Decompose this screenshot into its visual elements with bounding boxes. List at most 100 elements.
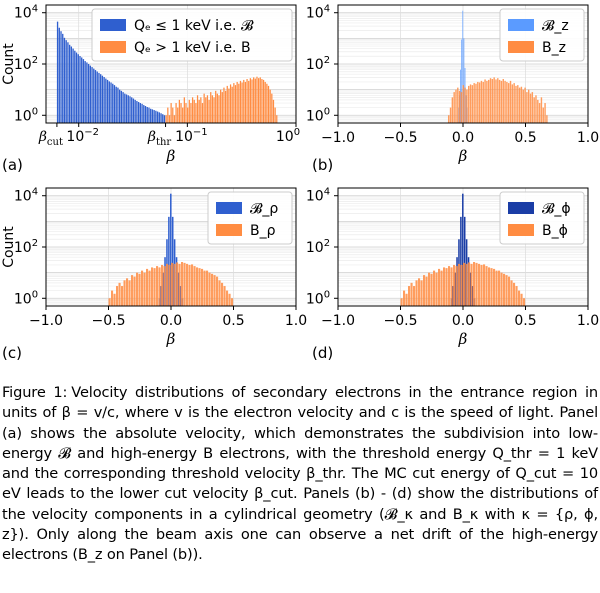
xtick-label: 0.0: [452, 130, 474, 146]
bar: [410, 282, 413, 306]
bar: [124, 93, 126, 123]
ytick-label-exp: 4: [32, 4, 38, 15]
bar: [143, 105, 145, 123]
bar: [400, 298, 403, 306]
legend-entry-label: B_ϕ: [542, 223, 568, 239]
bar: [175, 103, 177, 123]
bar: [100, 74, 102, 123]
bar: [484, 79, 486, 123]
bar: [171, 216, 174, 306]
caption-label: Figure 1:: [2, 384, 68, 401]
bar: [139, 103, 142, 123]
xtick-label: 10−2: [66, 127, 99, 145]
bar: [178, 263, 181, 306]
bar: [108, 298, 111, 306]
bar: [91, 67, 93, 123]
bar: [228, 88, 230, 123]
bar: [203, 270, 206, 306]
bar: [122, 92, 124, 123]
bar: [195, 103, 197, 123]
bar: [518, 87, 521, 123]
bar: [266, 83, 268, 123]
bar: [126, 278, 129, 306]
bar: [108, 81, 110, 123]
y-axis-label: Count: [1, 43, 17, 85]
bar: [216, 276, 219, 306]
bar: [515, 286, 518, 306]
bar: [229, 84, 232, 123]
bar: [450, 267, 453, 306]
bar: [435, 272, 438, 306]
special-tick-subscript: thr: [156, 137, 171, 148]
bar: [118, 89, 121, 123]
ytick-label-exp: 0: [324, 106, 330, 117]
bar: [526, 92, 528, 123]
bar: [221, 282, 224, 306]
bar: [144, 106, 147, 123]
bar: [191, 264, 194, 306]
bar: [238, 83, 240, 123]
bar: [79, 56, 81, 123]
bar: [430, 273, 433, 306]
bar: [206, 95, 209, 123]
bar: [87, 64, 90, 123]
bar: [208, 99, 210, 123]
x-axis-label: β: [166, 330, 176, 348]
bar: [68, 44, 71, 123]
bar: [168, 115, 171, 123]
bar: [168, 216, 170, 306]
ytick-label-base: 10: [306, 57, 324, 73]
ytick-label: 102: [14, 55, 38, 73]
bar: [132, 98, 135, 123]
bar: [98, 72, 100, 123]
bar: [137, 101, 140, 123]
xtick-label: 100: [276, 127, 300, 145]
bar: [546, 115, 548, 123]
bar: [465, 263, 468, 306]
bar: [471, 85, 474, 123]
bar: [451, 97, 454, 123]
bar: [231, 86, 233, 123]
bar: [191, 97, 194, 123]
bar: [163, 266, 166, 306]
bar: [460, 216, 462, 306]
bar: [253, 77, 255, 123]
panel-label: (b): [312, 156, 333, 174]
bar: [134, 99, 136, 123]
bar: [520, 293, 523, 306]
bar: [89, 65, 91, 123]
legend-swatch: [100, 41, 126, 53]
bar: [500, 80, 503, 123]
bar: [75, 52, 78, 123]
bar: [453, 264, 456, 306]
bar: [477, 81, 479, 123]
bar: [185, 103, 187, 123]
bar: [528, 89, 530, 123]
bar: [469, 84, 472, 123]
bar: [161, 264, 164, 306]
ytick-label-base: 10: [306, 6, 324, 22]
bar: [517, 85, 519, 123]
bar: [151, 109, 154, 123]
bar: [228, 293, 231, 306]
ytick-label: 104: [306, 4, 330, 22]
xtick-label: 1.0: [577, 130, 599, 146]
bar: [254, 78, 256, 123]
legend-entry-label: Qₑ > 1 keV i.e. B: [134, 40, 251, 56]
ytick-label-base: 10: [14, 6, 32, 22]
bar: [513, 83, 515, 123]
bar: [269, 89, 271, 123]
bar: [463, 216, 466, 306]
bar: [493, 268, 496, 306]
bar: [216, 93, 218, 123]
xtick-label: 10−1: [175, 127, 208, 145]
bar: [264, 81, 266, 123]
bar: [158, 112, 160, 123]
bar: [223, 286, 226, 306]
ytick-label-exp: 4: [324, 187, 330, 198]
bar: [480, 264, 483, 306]
bar: [170, 193, 172, 306]
legend: 𝓑_ρ B_ρ: [207, 191, 293, 245]
